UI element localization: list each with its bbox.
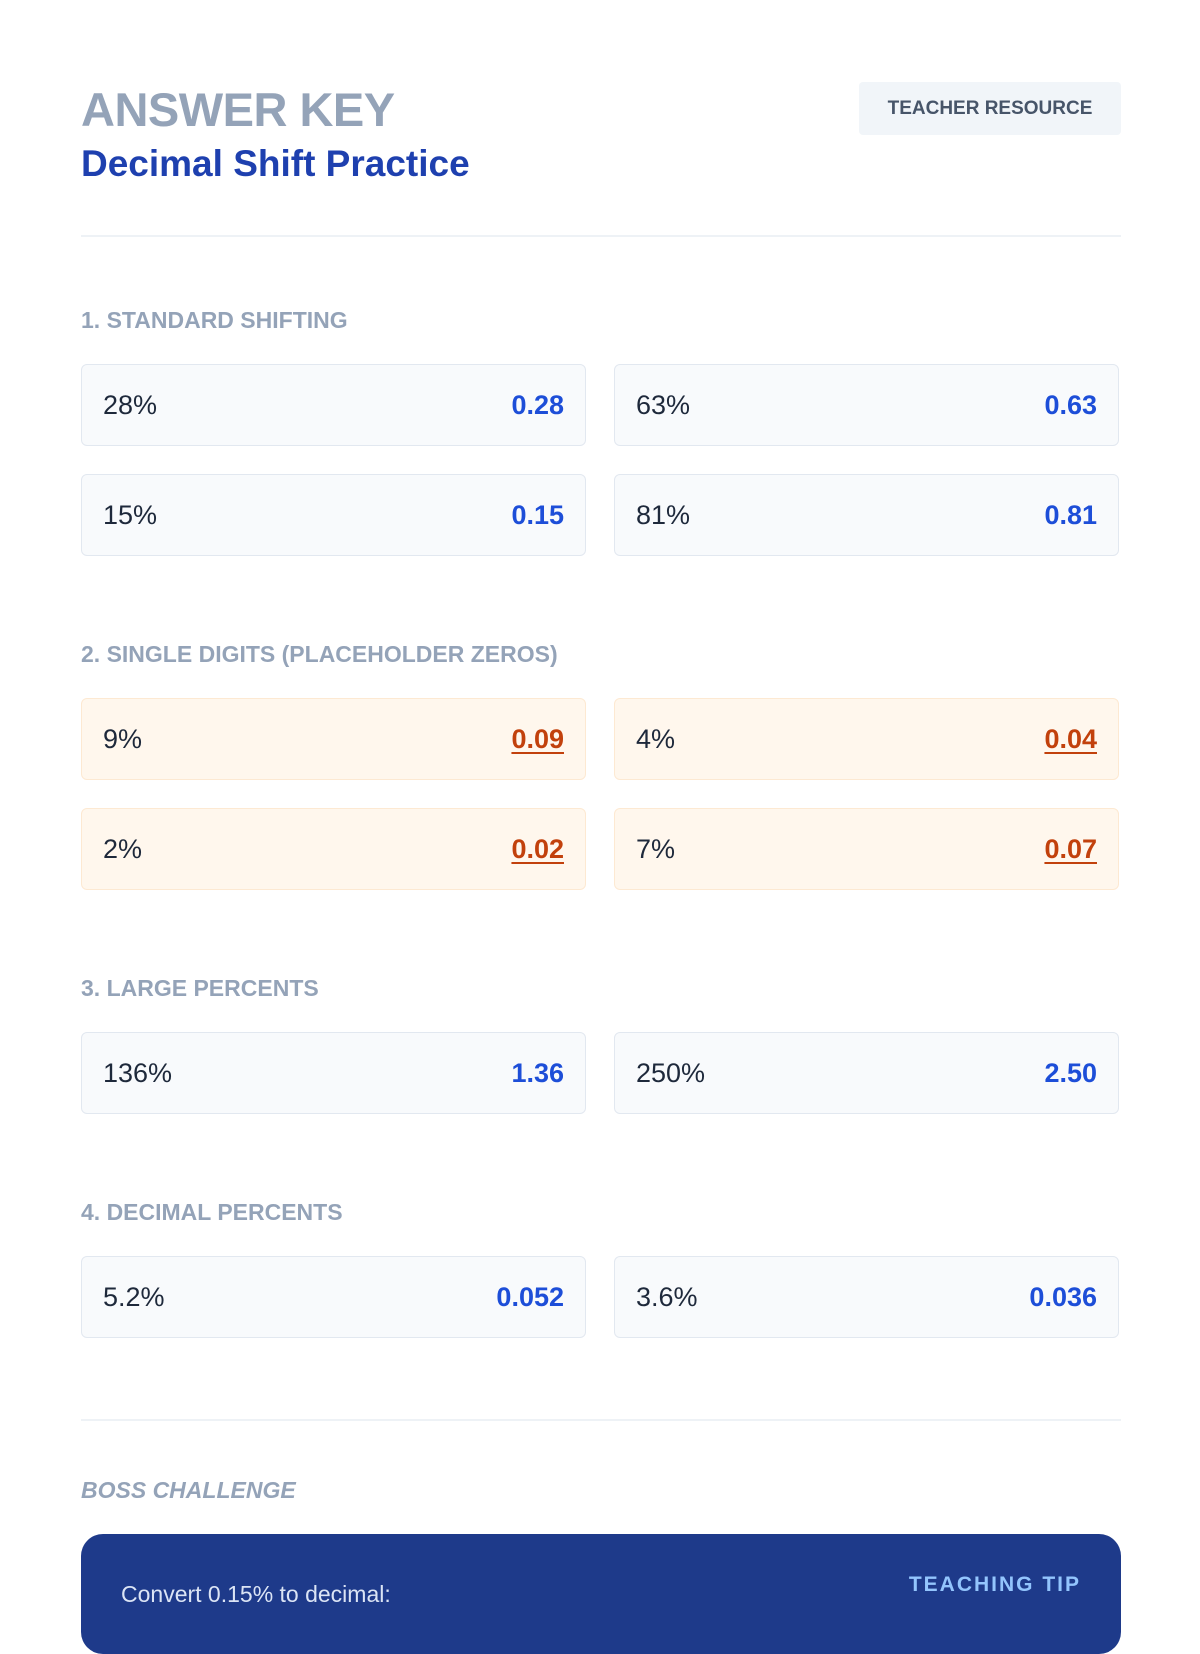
- answer-decimal: 0.15: [511, 500, 564, 530]
- problem-percent: 15%: [103, 500, 158, 530]
- problem-card: 28% 0.28: [81, 364, 586, 446]
- problem-card-highlighted: 2% 0.02: [81, 808, 586, 890]
- problem-row: 28% 0.28 63% 0.63: [81, 364, 1121, 446]
- answer-decimal: 0.02: [511, 834, 564, 864]
- answer-decimal: 0.036: [1029, 1282, 1097, 1312]
- problem-row: 136% 1.36 250% 2.50: [81, 1032, 1121, 1114]
- section-label-single-digits: 2. SINGLE DIGITS (PLACEHOLDER ZEROS): [81, 641, 558, 667]
- teacher-resource-badge: TEACHER RESOURCE: [859, 82, 1121, 135]
- problem-card: 81% 0.81: [614, 474, 1119, 556]
- page-title: Decimal Shift Practice: [81, 143, 470, 184]
- problem-card: 250% 2.50: [614, 1032, 1119, 1114]
- answer-decimal: 0.63: [1044, 390, 1097, 420]
- boss-challenge-label: BOSS CHALLENGE: [81, 1477, 296, 1503]
- boss-divider: [81, 1419, 1121, 1421]
- problem-row: 15% 0.15 81% 0.81: [81, 474, 1121, 556]
- problem-row: 5.2% 0.052 3.6% 0.036: [81, 1256, 1121, 1338]
- answer-decimal: 1.36: [511, 1058, 564, 1088]
- problem-card: 63% 0.63: [614, 364, 1119, 446]
- teaching-tip-label: TEACHING TIP: [908, 1573, 1081, 1596]
- answer-decimal: 0.04: [1044, 724, 1097, 754]
- problem-percent: 2%: [103, 834, 143, 864]
- problem-percent: 4%: [636, 724, 676, 754]
- problem-percent: 28%: [103, 390, 158, 420]
- problem-card-highlighted: 4% 0.04: [614, 698, 1119, 780]
- header: ANSWER KEY Decimal Shift Practice TEACHE…: [81, 82, 1121, 192]
- problem-card: 5.2% 0.052: [81, 1256, 586, 1338]
- boss-challenge-panel: Convert 0.15% to decimal: TEACHING TIP: [81, 1534, 1121, 1654]
- problem-card: 3.6% 0.036: [614, 1256, 1119, 1338]
- answer-decimal: 0.28: [511, 390, 564, 420]
- header-divider: [81, 235, 1121, 237]
- section-label-standard-shifting: 1. STANDARD SHIFTING: [81, 307, 348, 333]
- problem-percent: 7%: [636, 834, 676, 864]
- problem-percent: 3.6%: [636, 1282, 698, 1312]
- answer-decimal: 0.81: [1044, 500, 1097, 530]
- problem-row: 9% 0.09 4% 0.04: [81, 698, 1121, 780]
- problem-percent: 5.2%: [103, 1282, 165, 1312]
- problem-percent: 136%: [103, 1058, 173, 1088]
- problem-card-highlighted: 7% 0.07: [614, 808, 1119, 890]
- answer-key-kicker: ANSWER KEY: [81, 83, 395, 136]
- answer-decimal: 0.07: [1044, 834, 1097, 864]
- answer-decimal: 2.50: [1044, 1058, 1097, 1088]
- boss-question: Convert 0.15% to decimal:: [121, 1581, 391, 1607]
- section-label-large-percents: 3. LARGE PERCENTS: [81, 975, 319, 1001]
- problem-card-highlighted: 9% 0.09: [81, 698, 586, 780]
- problem-percent: 250%: [636, 1058, 706, 1088]
- section-label-decimal-percents: 4. DECIMAL PERCENTS: [81, 1199, 343, 1225]
- answer-decimal: 0.09: [511, 724, 564, 754]
- problem-card: 15% 0.15: [81, 474, 586, 556]
- problem-row: 2% 0.02 7% 0.07: [81, 808, 1121, 890]
- problem-percent: 9%: [103, 724, 143, 754]
- answer-decimal: 0.052: [496, 1282, 564, 1312]
- problem-percent: 81%: [636, 500, 691, 530]
- problem-percent: 63%: [636, 390, 691, 420]
- problem-card: 136% 1.36: [81, 1032, 586, 1114]
